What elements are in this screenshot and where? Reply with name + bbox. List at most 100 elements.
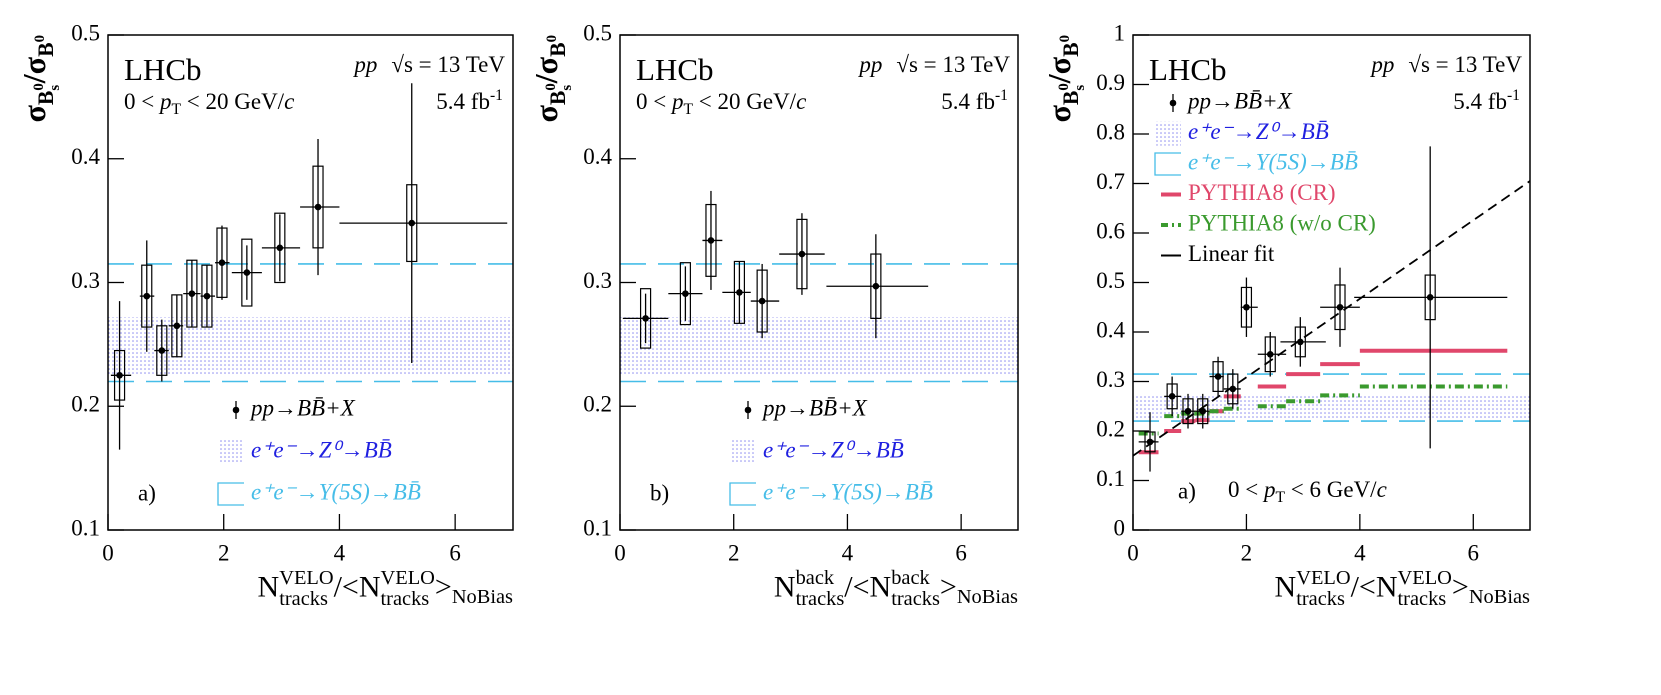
y-tick-label: 0.1	[1096, 466, 1125, 491]
label-group: pp	[354, 52, 377, 77]
label-part: c	[284, 89, 295, 114]
label-group: back tracks	[795, 567, 845, 611]
marker	[188, 290, 196, 297]
x-tick-label: 6	[1468, 540, 1480, 565]
legend-label: e⁺e⁻→Υ(5S)→BB̄	[763, 479, 933, 504]
label-group: VELO tracks	[380, 567, 435, 611]
label-part: B	[545, 90, 570, 106]
y-tick-label: 0.5	[583, 20, 612, 45]
y-axis-title: σB 0 s/σB0	[1041, 35, 1088, 123]
label-group: B0	[544, 35, 569, 57]
marker	[1229, 385, 1237, 393]
panel-label: b)	[650, 480, 669, 505]
syst-box	[1197, 398, 1209, 425]
marker	[1168, 393, 1176, 400]
label-group: NoBias	[957, 586, 1018, 608]
legend-label: e⁺e⁻→Υ(5S)→BB̄	[251, 479, 421, 504]
label-part: tracks	[891, 588, 940, 611]
x-axis-title: N VELO tracks/<N VELO tracks >NoBias	[258, 567, 513, 611]
label-part: /<N	[844, 570, 892, 604]
y-tick-label: 0.4	[583, 144, 612, 169]
legend-symbol	[217, 482, 244, 506]
legend-label: e⁺e⁻→Z⁰→BB̄	[763, 437, 904, 462]
legend-label: e⁺e⁻→Υ(5S)→BB̄	[1188, 149, 1358, 174]
y-tick-label: 0.3	[71, 268, 100, 293]
label-part: back	[795, 567, 835, 589]
label-part: pp	[859, 52, 883, 77]
legend-symbol	[1155, 121, 1181, 146]
label-part: N	[1274, 570, 1297, 604]
syst-box	[113, 349, 126, 401]
marker	[798, 250, 806, 258]
marker	[1184, 407, 1192, 415]
x-tick-label: 0	[102, 540, 114, 565]
legend-symbol	[232, 406, 240, 414]
luminosity-label: 5.4 fb-1	[436, 87, 503, 114]
y-tick-label: 0.1	[583, 515, 612, 540]
syst-box	[1264, 336, 1276, 373]
label-part: T	[1275, 489, 1286, 507]
label-part: VELO	[1296, 567, 1351, 589]
marker	[276, 244, 284, 252]
label-part: √s = 13 TeV	[1408, 52, 1522, 77]
panel-label: a)	[1178, 478, 1196, 503]
y-tick-label: 0.9	[1096, 70, 1125, 95]
legend-label: Linear fit	[1188, 241, 1275, 266]
syst-box	[186, 259, 198, 328]
label-part: 0	[1056, 83, 1073, 91]
pt-range: 0 < pT < 20 GeV/c	[636, 89, 807, 118]
y-tick-label: 1	[1114, 20, 1126, 45]
syst-box	[733, 260, 746, 324]
label-part: /<N	[333, 570, 381, 604]
y-tick-label: 0.6	[1096, 218, 1125, 243]
syst-box	[639, 288, 652, 349]
marker	[1146, 438, 1154, 446]
marker	[1426, 294, 1434, 301]
label-part: tracks	[1397, 588, 1447, 611]
marker	[203, 292, 211, 300]
syst-box	[1182, 398, 1194, 425]
band	[620, 317, 1018, 376]
label-part: /σ	[1041, 56, 1077, 84]
label-group: pp	[1371, 52, 1394, 77]
luminosity-label: 5.4 fb-1	[1453, 87, 1520, 113]
marker	[682, 290, 689, 297]
marker	[1214, 373, 1222, 380]
syst-box	[141, 264, 153, 328]
y-tick-label: 0.2	[71, 392, 100, 417]
label-part: VELO	[1397, 567, 1452, 589]
label-part: s	[46, 84, 63, 91]
label-part: 0 <	[124, 89, 160, 114]
syst-box	[1294, 326, 1306, 358]
label-part: 0	[32, 35, 49, 43]
experiment: LHCb	[124, 52, 202, 87]
label-part: s	[1071, 84, 1088, 91]
y-tick-label: 0.8	[1096, 119, 1125, 144]
label-part: p	[1263, 477, 1276, 502]
pt-range: 0 < pT < 20 GeV/c	[124, 89, 295, 118]
label-part: T	[171, 101, 182, 119]
label-group: B0	[32, 35, 57, 57]
experiment: LHCb	[1149, 52, 1227, 87]
syst-box	[241, 238, 253, 307]
label-part: p	[159, 89, 172, 114]
label-part: 5.4 fb	[436, 89, 490, 114]
label-group: -1	[1507, 87, 1520, 104]
label-part: c	[796, 89, 807, 114]
label-group: -1	[490, 87, 503, 104]
syst-box	[1334, 284, 1346, 331]
marker	[1336, 303, 1344, 311]
label-part: VELO	[380, 567, 435, 589]
label-part: tracks	[380, 588, 430, 611]
x-tick-label: 6	[449, 540, 461, 565]
marker	[116, 372, 123, 379]
syst-box	[1166, 383, 1178, 410]
label-part: 0	[1057, 35, 1074, 43]
label-part: back	[891, 567, 930, 589]
y-tick-label: 0.3	[1096, 367, 1125, 392]
